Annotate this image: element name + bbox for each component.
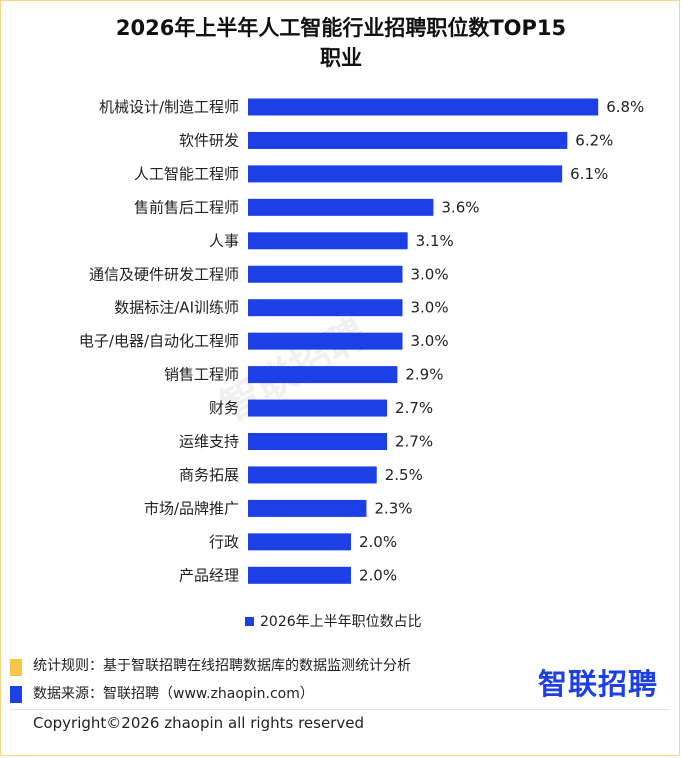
bar: [248, 533, 351, 551]
legend: 2026年上半年职位数占比: [245, 611, 422, 631]
category-label: 软件研发: [179, 131, 239, 149]
category-label: 机械设计/制造工程师: [99, 98, 239, 116]
source-marker: [10, 686, 22, 703]
category-label: 行政: [209, 533, 239, 551]
zhaopin-logo: 智联招聘: [538, 667, 659, 701]
category-label: 商务拓展: [179, 466, 239, 484]
bar: [248, 98, 599, 116]
value-label: 2.0%: [359, 533, 397, 551]
value-label: 6.8%: [606, 98, 644, 116]
statistics-rule-note: 统计规则：基于智联招聘在线招聘数据库的数据监测统计分析: [33, 658, 411, 674]
bar: [248, 399, 388, 417]
copyright: Copyright©2026 zhaopin all rights reserv…: [33, 714, 364, 732]
value-label: 2.5%: [385, 466, 423, 484]
category-label: 运维支持: [179, 433, 239, 451]
category-label: 电子/电器/自动化工程师: [79, 332, 239, 350]
value-label: 3.0%: [411, 299, 449, 317]
value-label: 2.3%: [374, 499, 412, 517]
footer-divider: [10, 709, 670, 710]
category-label: 产品经理: [179, 566, 239, 584]
value-label: 2.7%: [395, 433, 433, 451]
bar: [248, 332, 403, 350]
bar: [248, 265, 403, 283]
category-label: 人工智能工程师: [134, 165, 239, 183]
category-label: 人事: [209, 232, 239, 250]
bar: [248, 499, 367, 517]
bar: [248, 131, 568, 149]
category-label: 市场/品牌推广: [144, 499, 239, 517]
category-label: 数据标注/AI训练师: [114, 299, 239, 317]
bar: [248, 433, 388, 450]
bar: [248, 165, 563, 183]
value-label: 2.7%: [395, 399, 433, 417]
legend-label: 2026年上半年职位数占比: [260, 614, 422, 630]
value-label: 3.1%: [416, 232, 454, 250]
bar: [248, 299, 403, 317]
category-label: 销售工程师: [164, 366, 239, 384]
data-source-note: 数据来源：智联招聘（www.zhaopin.com）: [33, 686, 314, 702]
bar: [248, 466, 377, 484]
bar: [248, 198, 434, 216]
value-label: 2.0%: [359, 566, 397, 584]
rule-marker: [10, 659, 22, 676]
value-label: 3.0%: [411, 265, 449, 283]
bar: [248, 366, 398, 384]
value-label: 3.0%: [411, 332, 449, 350]
category-label: 财务: [209, 399, 239, 417]
category-label: 通信及硬件研发工程师: [89, 265, 239, 283]
value-label: 2.9%: [405, 366, 443, 384]
legend-swatch: [245, 616, 254, 626]
bar-chart: 机械设计/制造工程师 6.8% 软件研发 6.2% 人工智能工程师 6.1% 售前售后工程师…: [79, 98, 644, 584]
value-label: 6.1%: [570, 165, 608, 183]
bar: [248, 566, 351, 584]
value-label: 6.2%: [575, 131, 613, 149]
value-label: 3.6%: [441, 198, 479, 216]
category-label: 售前售后工程师: [134, 198, 239, 216]
chart-title: 2026年上半年人工智能行业招聘职位数TOP15: [115, 16, 567, 40]
chart-title-line2: 职业: [320, 46, 362, 70]
bar: [248, 232, 408, 250]
